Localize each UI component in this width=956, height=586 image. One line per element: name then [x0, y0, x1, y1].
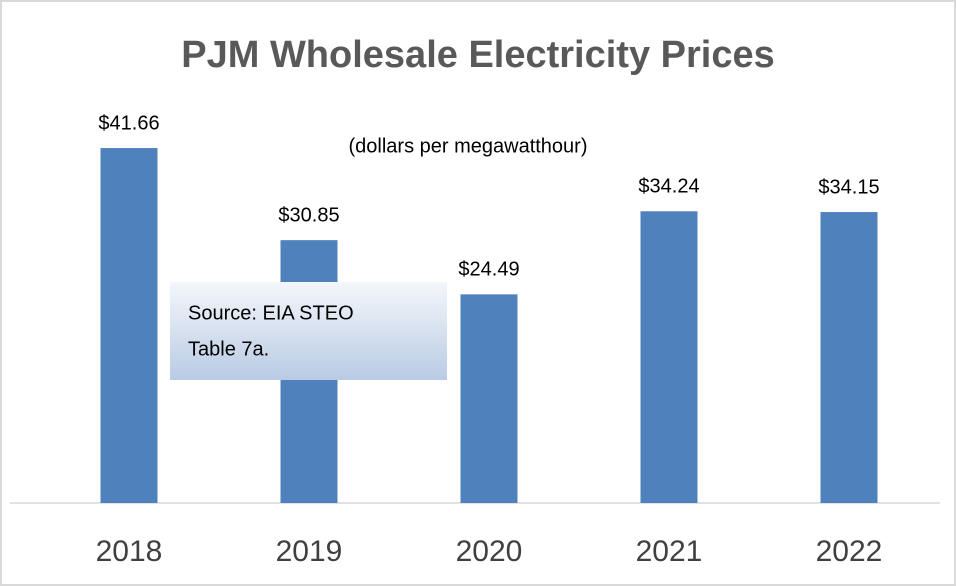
bar	[640, 211, 698, 503]
bars	[100, 148, 878, 504]
x-tick-label: 2018	[96, 535, 163, 568]
annotation: Table 7a.	[188, 338, 269, 360]
x-tick-label: 2021	[636, 535, 703, 568]
annotation-box	[170, 282, 447, 380]
x-tick-label: 2020	[456, 535, 523, 568]
chart-title: PJM Wholesale Electricity Prices	[181, 34, 775, 76]
data-label: $34.15	[818, 176, 879, 198]
annotation: Source: EIA STEO	[188, 302, 354, 324]
x-tick-label: 2022	[816, 535, 883, 568]
data-label: $41.66	[98, 112, 159, 134]
x-tick-label: 2019	[276, 535, 343, 568]
data-label: $24.49	[458, 259, 519, 281]
bar	[460, 294, 518, 503]
bar	[100, 148, 158, 503]
bar	[820, 212, 878, 504]
data-label: $30.85	[278, 204, 339, 226]
chart-subtitle: (dollars per megawatthour)	[349, 135, 588, 157]
data-label: $34.24	[638, 176, 699, 198]
